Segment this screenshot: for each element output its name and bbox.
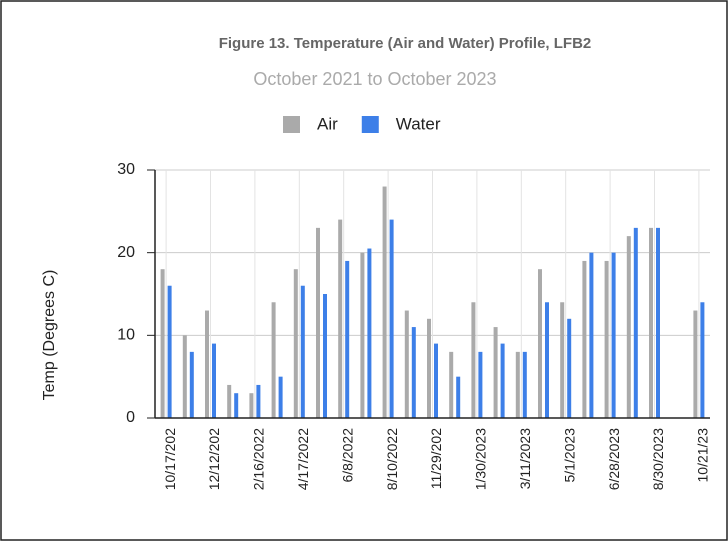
legend-swatch — [283, 116, 300, 133]
x-tick-label: 5/1/2023 — [561, 428, 577, 483]
bar — [560, 302, 565, 418]
bar — [656, 227, 660, 418]
bar — [367, 248, 372, 418]
bar — [500, 343, 505, 418]
y-axis-label: Temp (Degrees C) — [41, 270, 58, 401]
bar — [205, 310, 209, 418]
bar — [545, 302, 549, 418]
x-tick-label: 8/10/2022 — [384, 428, 400, 490]
bar — [538, 269, 542, 418]
bar — [471, 302, 476, 418]
bar — [411, 327, 416, 418]
bar — [256, 384, 261, 418]
bar — [360, 252, 365, 418]
chart-subtitle: October 2021 to October 2023 — [253, 69, 496, 89]
bar — [449, 351, 454, 418]
bar — [567, 318, 572, 418]
x-tick-label: 6/8/2022 — [339, 428, 355, 483]
bar — [649, 227, 653, 418]
x-tick-label: 12/12/202 — [206, 428, 222, 490]
bar — [589, 252, 594, 418]
bar — [404, 310, 409, 418]
y-tick-label: 10 — [117, 327, 135, 344]
x-tick-label: 6/28/2023 — [606, 428, 622, 490]
bar — [515, 351, 520, 418]
x-tick-label: 8/30/2023 — [650, 428, 666, 490]
bar — [522, 351, 527, 418]
bar — [604, 260, 609, 418]
bar — [626, 236, 631, 418]
bar — [700, 302, 705, 418]
bar — [693, 310, 698, 418]
bar — [189, 351, 194, 418]
bar — [582, 260, 587, 418]
y-tick-label: 0 — [126, 409, 135, 426]
x-tick-label: 1/30/2023 — [473, 428, 489, 490]
bar — [227, 384, 232, 418]
bar — [278, 376, 283, 418]
bar — [182, 335, 187, 418]
chart-title: Figure 13. Temperature (Air and Water) P… — [219, 35, 592, 52]
bar — [249, 393, 254, 418]
bar — [434, 343, 438, 418]
bar — [167, 285, 172, 418]
legend-swatch — [361, 116, 379, 133]
bar — [160, 269, 165, 418]
bar — [633, 227, 638, 418]
x-tick-label: 10/17/202 — [162, 428, 178, 490]
bar — [389, 219, 394, 418]
bar — [493, 327, 498, 418]
bar — [293, 269, 298, 418]
bar — [427, 318, 431, 418]
x-tick-label: 10/21/23 — [695, 428, 711, 483]
bar — [212, 343, 216, 418]
bar — [300, 285, 305, 418]
y-tick-label: 20 — [117, 244, 135, 261]
bar — [382, 186, 387, 418]
bar — [271, 302, 276, 418]
bar — [345, 260, 350, 418]
y-tick-label: 30 — [117, 161, 135, 178]
bar — [234, 393, 239, 418]
bar — [611, 252, 616, 418]
bar — [316, 227, 320, 418]
bar — [456, 376, 461, 418]
bar — [323, 294, 327, 418]
bar — [478, 351, 483, 418]
x-tick-label: 4/17/2022 — [295, 428, 311, 490]
x-tick-label: 2/16/2022 — [251, 428, 267, 490]
legend-label: Water — [396, 114, 441, 133]
bar — [338, 219, 343, 418]
x-tick-label: 11/29/202 — [428, 428, 444, 489]
x-tick-label: 3/11/2023 — [517, 428, 533, 489]
legend-label: Air — [317, 114, 338, 133]
